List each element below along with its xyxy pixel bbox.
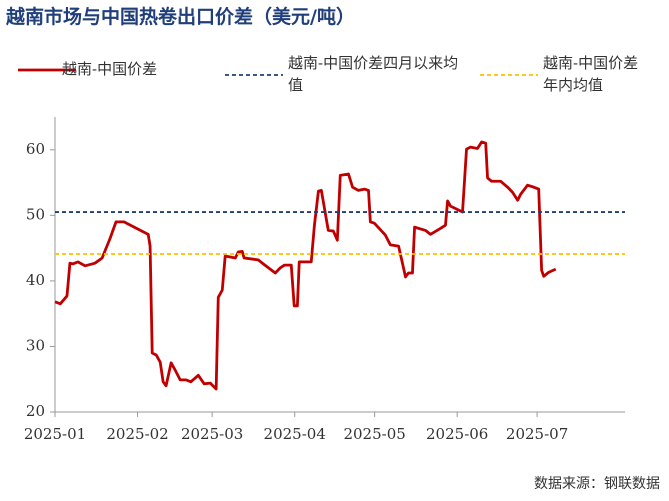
- x-tick-label: 2025-07: [506, 425, 568, 443]
- x-tick-label: 2025-02: [106, 425, 168, 443]
- x-tick-label: 2025-01: [24, 425, 86, 443]
- legend-label: 越南-中国价差: [62, 60, 158, 78]
- x-tick-label: 2025-04: [264, 425, 326, 443]
- y-tick-label: 50: [26, 205, 45, 223]
- legend-label: 越南-中国价差四月以来均值: [288, 54, 459, 94]
- x-tick-label: 2025-05: [343, 425, 405, 443]
- series-line: [54, 140, 557, 391]
- y-tick-label: 20: [26, 402, 45, 420]
- x-tick-label: 2025-06: [426, 425, 488, 443]
- y-tick-label: 60: [26, 140, 45, 158]
- source: 数据来源：钢联数据: [534, 476, 660, 492]
- chart-title: 越南市场与中国热卷出口价差（美元/吨）: [5, 5, 355, 28]
- y-tick-label: 40: [26, 271, 45, 289]
- y-tick-label: 30: [26, 336, 45, 354]
- x-tick-label: 2025-03: [181, 425, 243, 443]
- legend-label: 越南-中国价差年内均值: [543, 54, 639, 94]
